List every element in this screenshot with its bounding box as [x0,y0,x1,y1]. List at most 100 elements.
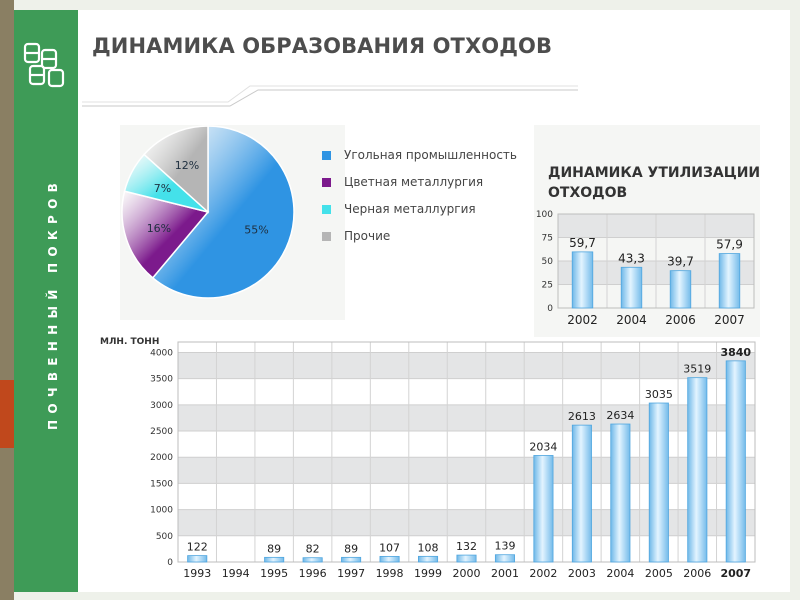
pie-slice-coal [151,125,295,299]
legend-label-ferrous: Черная металлургия [344,202,476,216]
y-tick-label: 2500 [150,427,173,437]
bar [302,557,323,563]
x-tick-label: 2003 [568,567,596,580]
bar [456,554,477,563]
bar-value-label: 82 [306,543,320,556]
bar-value-label: 108 [418,541,439,554]
y-tick-label: 2000 [150,453,173,463]
pie-slice-nonferrous [121,190,210,279]
bar [379,555,400,563]
pie-label-ferrous: 7% [154,182,171,195]
y-tick-label: 3000 [150,401,173,411]
bar [264,556,285,563]
x-tick-label: 2006 [683,567,711,580]
x-tick-label: 1996 [299,567,327,580]
y-tick-label: 75 [542,234,553,244]
pie-legend: Угольная промышленность Цветная металлур… [322,145,517,253]
bar [187,555,208,563]
bar-value-label: 39,7 [667,255,694,269]
utilization-bar-chart: 0 25 50 75 100 59,7 2002 43,3 2004 39,7 2006 57,9 20… [536,210,755,327]
grid-band [178,352,755,379]
x-tick-label: 2000 [453,567,481,580]
x-tick-label: 1995 [260,567,288,580]
pie-label-other: 12% [175,159,199,172]
utilization-chart-title: ДИНАМИКА УТИЛИЗАЦИИ ОТХОДОВ [548,165,761,201]
waste-bar-chart: 0 500 1000 1500 2000 2500 3000 3500 4000 122 1993 1… [100,337,756,580]
bar [341,556,362,563]
y-tick-label: 25 [542,281,553,291]
legend-item-other: Прочие [322,226,517,253]
bar-value-label: 3035 [645,388,673,401]
bar [610,423,631,563]
bar [648,402,669,563]
pie-chart: 55% 16% 7% 12% [121,125,295,299]
y-tick-label: 0 [167,558,173,568]
legend-swatch-nonferrous [322,178,331,187]
x-tick-label: 2002 [529,567,557,580]
bar-value-label: 3840 [720,346,751,359]
x-tick-label: 2006 [665,313,696,327]
barrels-logo-icon [23,42,65,88]
legend-item-coal: Угольная промышленность [322,145,517,172]
x-tick-label: 2007 [720,567,751,580]
x-tick-label: 2007 [714,313,745,327]
page-title: ДИНАМИКА ОБРАЗОВАНИЯ ОТХОДОВ [92,34,553,58]
bar-value-label: 132 [456,540,477,553]
bar-value-label: 2034 [529,440,557,453]
x-tick-label: 1999 [414,567,442,580]
bar [418,555,439,563]
bar-value-label: 89 [344,542,358,555]
pie-label-coal: 55% [244,224,268,237]
bar [620,266,643,309]
pie-label-nonferrous: 16% [147,222,171,235]
bar-value-label: 57,9 [716,238,743,252]
legend-swatch-ferrous [322,205,331,214]
bar [494,554,515,563]
title-decoration-lines [82,85,578,107]
y-tick-label: 3500 [150,375,173,385]
y-axis-label: МЛН. ТОНН [100,337,159,347]
left-stripe [0,0,14,600]
bar [571,424,592,563]
sidebar [14,10,78,592]
y-tick-label: 4000 [150,348,173,358]
legend-label-coal: Угольная промышленность [344,148,517,162]
bar-value-label: 3519 [683,363,711,376]
legend-item-nonferrous: Цветная металлургия [322,172,517,199]
legend-swatch-other [322,232,331,241]
x-tick-label: 1998 [376,567,404,580]
bar-value-label: 2634 [606,409,634,422]
sidebar-vertical-text: ПОЧВЕННЫЙ ПОКРОВ [46,176,60,430]
bar [571,251,594,309]
x-tick-label: 1994 [222,567,250,580]
x-tick-label: 2005 [645,567,673,580]
bar-value-label: 107 [379,541,400,554]
x-tick-label: 2001 [491,567,519,580]
bar [687,377,708,563]
legend-item-ferrous: Черная металлургия [322,199,517,226]
bar-value-label: 89 [267,542,281,555]
legend-swatch-coal [322,151,331,160]
bar-value-label: 59,7 [569,236,596,250]
legend-label-nonferrous: Цветная металлургия [344,175,484,189]
y-tick-label: 100 [536,210,553,220]
x-tick-label: 2004 [616,313,647,327]
bar-value-label: 43,3 [618,251,645,265]
x-tick-label: 1997 [337,567,365,580]
left-accent-block [0,380,14,448]
bar [669,270,692,309]
bar [533,455,554,563]
y-tick-label: 500 [156,532,173,542]
y-tick-label: 0 [547,304,553,314]
plot-frame [557,213,755,309]
y-tick-label: 1500 [150,479,173,489]
y-tick-label: 50 [542,257,554,267]
bar [725,360,746,563]
bar [718,253,741,309]
pie-slice-other [143,125,209,214]
x-tick-label: 2004 [606,567,634,580]
bar-value-label: 2613 [568,410,596,423]
bar-value-label: 139 [494,540,515,553]
x-tick-label: 1993 [183,567,211,580]
legend-label-other: Прочие [344,229,391,243]
